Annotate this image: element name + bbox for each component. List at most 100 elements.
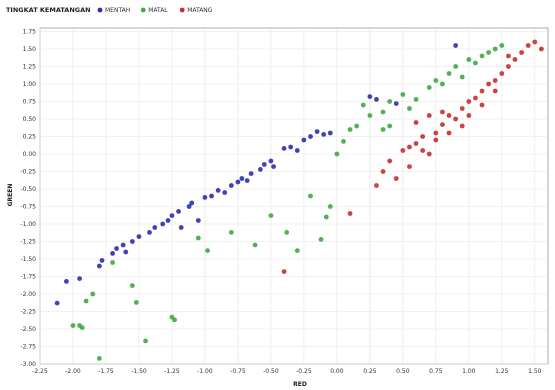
data-point: [499, 43, 505, 48]
data-point: [63, 279, 69, 284]
y-tick-label: -1.00: [20, 221, 36, 228]
data-point: [147, 230, 152, 235]
plot-background: [39, 27, 549, 365]
data-point: [440, 109, 445, 115]
data-point: [400, 92, 406, 97]
data-point: [96, 356, 102, 361]
data-point: [479, 53, 485, 59]
data-point: [288, 144, 294, 150]
data-point: [165, 218, 171, 223]
y-tick-label: 1.50: [23, 46, 37, 53]
data-point: [426, 85, 432, 90]
data-point: [413, 97, 419, 102]
series-matang: [281, 39, 544, 274]
x-tick-label: 1.50: [528, 368, 542, 375]
data-point: [492, 88, 498, 94]
y-tick-label: 1.00: [23, 81, 37, 88]
data-point: [459, 106, 465, 111]
legend-marker: [140, 7, 146, 13]
data-point: [393, 101, 399, 106]
data-point: [228, 230, 234, 235]
data-point: [426, 151, 432, 157]
data-point: [453, 64, 459, 69]
legend-marker: [179, 7, 185, 13]
data-point: [360, 102, 366, 108]
data-point: [268, 213, 274, 219]
y-tick-label: -0.75: [20, 204, 36, 211]
data-point: [466, 99, 472, 104]
data-point: [136, 234, 142, 240]
legend-label: MATANG: [187, 7, 213, 14]
data-point: [209, 193, 214, 199]
data-point: [133, 300, 139, 305]
data-point: [271, 164, 276, 170]
data-point: [281, 146, 287, 151]
data-point: [347, 127, 353, 132]
plot-area: -2.25 -2.00 -1.75 -1.50 -1.25 -1.00 -0.75 -0.50…: [20, 27, 549, 375]
data-point: [54, 300, 60, 306]
data-point: [152, 225, 158, 230]
x-tick-label: -1.25: [164, 368, 180, 375]
data-point: [420, 148, 426, 153]
x-tick-label: 0.00: [330, 368, 344, 375]
data-point: [453, 116, 459, 122]
data-point: [160, 221, 166, 227]
data-point: [172, 317, 177, 323]
y-tick-label: -0.50: [20, 186, 36, 193]
data-point: [318, 237, 324, 242]
data-point: [446, 130, 452, 136]
x-tick-label: 0.50: [396, 368, 410, 375]
data-point: [327, 130, 333, 136]
x-tick-label: -1.50: [131, 368, 147, 375]
y-tick-label: -3.00: [20, 361, 36, 368]
data-point: [186, 204, 192, 209]
grid: [39, 28, 548, 365]
y-axis-title: GREEN: [7, 184, 14, 207]
y-tick-label: -2.00: [20, 291, 36, 298]
y-axis: 1.75 1.50 1.25 1.00 0.75 0.50 0.25 0.00 -0.25 -0.…: [20, 29, 36, 369]
data-point: [294, 148, 300, 153]
data-point: [413, 141, 419, 146]
data-point: [114, 246, 119, 251]
x-tick-label: 1.25: [495, 368, 509, 375]
data-point: [466, 57, 472, 62]
y-tick-label: -2.50: [20, 326, 36, 333]
data-point: [176, 209, 181, 214]
y-tick-label: 0.25: [23, 134, 37, 141]
data-point: [400, 148, 406, 153]
data-point: [367, 113, 373, 118]
data-point: [512, 57, 518, 62]
data-point: [284, 230, 290, 235]
data-point: [433, 130, 439, 136]
data-point: [387, 99, 393, 104]
data-point: [413, 120, 419, 125]
y-tick-label: -1.75: [20, 274, 36, 281]
data-point: [380, 169, 386, 174]
data-point: [380, 127, 386, 132]
data-point: [143, 338, 148, 344]
y-tick-label: 0.75: [23, 99, 37, 106]
data-point: [294, 248, 300, 254]
data-point: [79, 325, 85, 330]
data-point: [466, 113, 472, 118]
data-point: [387, 158, 393, 164]
data-point: [321, 132, 327, 137]
data-point: [178, 225, 184, 230]
data-point: [334, 151, 340, 157]
data-point: [354, 123, 360, 129]
data-point: [446, 113, 452, 118]
data-point: [440, 122, 445, 127]
data-point: [195, 218, 201, 223]
data-point: [492, 78, 498, 83]
data-point: [499, 71, 505, 76]
data-point: [440, 81, 445, 87]
data-point: [367, 94, 373, 99]
data-point: [228, 183, 234, 188]
data-point: [492, 46, 498, 52]
y-tick-label: 1.75: [23, 29, 37, 36]
data-point: [506, 64, 511, 69]
data-point: [433, 78, 439, 83]
data-point: [83, 298, 89, 304]
y-tick-label: -0.25: [20, 169, 36, 176]
x-tick-label: -0.50: [263, 368, 279, 375]
